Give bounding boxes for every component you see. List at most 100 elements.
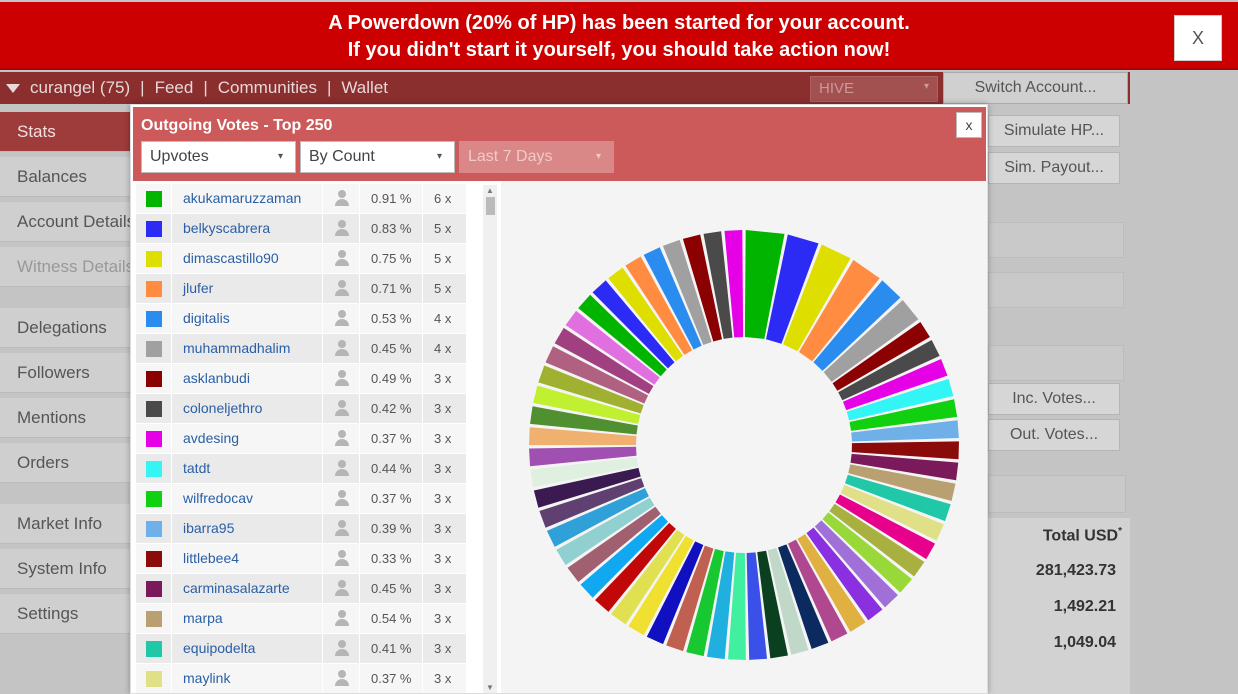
donut-slice[interactable] bbox=[840, 484, 944, 541]
donut-slice[interactable] bbox=[814, 520, 898, 608]
donut-slice[interactable] bbox=[539, 478, 645, 528]
scroll-thumb[interactable] bbox=[486, 197, 495, 215]
voter-link[interactable]: coloneljethro bbox=[183, 400, 263, 416]
donut-slice[interactable] bbox=[592, 280, 675, 369]
donut-slice[interactable] bbox=[703, 231, 733, 339]
donut-slice[interactable] bbox=[567, 506, 661, 583]
donut-slice[interactable] bbox=[533, 385, 641, 424]
user-icon[interactable] bbox=[334, 280, 350, 296]
sidebar-item-followers[interactable]: Followers bbox=[0, 353, 140, 393]
voter-link[interactable]: ibarra95 bbox=[183, 520, 235, 536]
sidebar-item-orders[interactable]: Orders bbox=[0, 443, 140, 483]
donut-slice[interactable] bbox=[682, 234, 722, 342]
voter-link[interactable]: littlebee4 bbox=[183, 550, 240, 566]
voter-link[interactable]: akukamaruzzaman bbox=[183, 190, 302, 206]
donut-slice[interactable] bbox=[744, 230, 785, 339]
donut-slice[interactable] bbox=[823, 299, 919, 382]
donut-slice[interactable] bbox=[533, 467, 641, 508]
donut-slice[interactable] bbox=[538, 365, 644, 414]
user-icon[interactable] bbox=[334, 580, 350, 596]
nav-wallet[interactable]: Wallet bbox=[341, 78, 388, 97]
alert-close-button[interactable]: X bbox=[1174, 15, 1222, 61]
donut-slice[interactable] bbox=[846, 378, 954, 421]
network-select[interactable]: HIVE bbox=[810, 76, 938, 102]
donut-slice[interactable] bbox=[798, 259, 880, 362]
user-icon[interactable] bbox=[334, 190, 350, 206]
donut-slice[interactable] bbox=[611, 529, 685, 625]
sidebar-item-settings[interactable]: Settings bbox=[0, 594, 140, 634]
list-scrollbar[interactable]: ▲ ▼ bbox=[483, 185, 497, 693]
nav-feed[interactable]: Feed bbox=[154, 78, 194, 97]
donut-slice[interactable] bbox=[797, 534, 866, 632]
donut-slice[interactable] bbox=[778, 544, 829, 650]
nav-communities[interactable]: Communities bbox=[217, 78, 317, 97]
donut-slice[interactable] bbox=[838, 339, 940, 401]
voter-link[interactable]: avdesing bbox=[183, 430, 240, 446]
donut-slice[interactable] bbox=[746, 552, 768, 660]
donut-slice[interactable] bbox=[706, 551, 735, 660]
donut-slice[interactable] bbox=[546, 488, 649, 547]
donut-slice[interactable] bbox=[850, 453, 959, 481]
voter-link[interactable]: maylink bbox=[183, 670, 231, 686]
donut-slice[interactable] bbox=[728, 552, 746, 660]
donut-slice[interactable] bbox=[529, 427, 637, 446]
voter-link[interactable]: equipodelta bbox=[183, 640, 256, 656]
user-icon[interactable] bbox=[334, 400, 350, 416]
voter-link[interactable]: dimascastillo90 bbox=[183, 250, 279, 266]
donut-slice[interactable] bbox=[666, 545, 714, 652]
sidebar-item-system-info[interactable]: System Info bbox=[0, 549, 140, 589]
sort-select[interactable]: By Count bbox=[300, 141, 455, 173]
donut-slice[interactable] bbox=[832, 322, 930, 391]
caret-down-icon[interactable] bbox=[6, 83, 20, 93]
donut-slice[interactable] bbox=[787, 539, 848, 642]
user-icon[interactable] bbox=[334, 370, 350, 386]
donut-slice[interactable] bbox=[646, 541, 704, 645]
donut-slice[interactable] bbox=[662, 239, 712, 345]
user-icon[interactable] bbox=[334, 550, 350, 566]
donut-slice[interactable] bbox=[578, 294, 667, 377]
donut-slice[interactable] bbox=[829, 503, 925, 577]
user-icon[interactable] bbox=[334, 220, 350, 236]
sidebar-item-mentions[interactable]: Mentions bbox=[0, 398, 140, 438]
user-icon[interactable] bbox=[334, 520, 350, 536]
donut-slice[interactable] bbox=[849, 399, 958, 431]
donut-slice[interactable] bbox=[813, 280, 901, 371]
user-icon[interactable] bbox=[334, 490, 350, 506]
user-icon[interactable] bbox=[334, 310, 350, 326]
voter-link[interactable]: jlufer bbox=[183, 280, 214, 296]
donut-slice[interactable] bbox=[565, 310, 660, 385]
donut-slice[interactable] bbox=[608, 267, 684, 362]
voter-link[interactable]: carminasalazarte bbox=[183, 580, 290, 596]
voter-link[interactable]: digitalis bbox=[183, 310, 230, 326]
user-icon[interactable] bbox=[334, 670, 350, 686]
sidebar-item-balances[interactable]: Balances bbox=[0, 157, 140, 197]
voter-link[interactable]: wilfredocav bbox=[183, 490, 254, 506]
switch-account-button[interactable]: Switch Account... bbox=[943, 72, 1128, 104]
scroll-down-icon[interactable]: ▼ bbox=[486, 683, 494, 692]
donut-slice[interactable] bbox=[580, 515, 668, 598]
user-icon[interactable] bbox=[334, 250, 350, 266]
sidebar-item-account-details[interactable]: Account Details bbox=[0, 202, 140, 242]
donut-slice[interactable] bbox=[848, 464, 956, 502]
voter-link[interactable]: marpa bbox=[183, 610, 223, 626]
donut-slice[interactable] bbox=[625, 256, 693, 355]
donut-slice[interactable] bbox=[835, 494, 936, 560]
donut-slice[interactable] bbox=[724, 230, 744, 338]
simulate-hp-button[interactable]: Simulate HP... bbox=[988, 115, 1120, 147]
donut-slice[interactable] bbox=[529, 446, 637, 467]
donut-slice[interactable] bbox=[851, 420, 959, 442]
donut-slice[interactable] bbox=[643, 247, 702, 350]
sidebar-item-delegations[interactable]: Delegations bbox=[0, 308, 140, 348]
donut-slice[interactable] bbox=[806, 527, 883, 621]
dialog-close-button[interactable]: x bbox=[956, 112, 982, 138]
sim-payout-button[interactable]: Sim. Payout... bbox=[988, 152, 1120, 184]
donut-slice[interactable] bbox=[530, 457, 639, 488]
donut-slice[interactable] bbox=[556, 497, 655, 566]
donut-slice[interactable] bbox=[530, 406, 638, 435]
user-icon[interactable] bbox=[334, 430, 350, 446]
donut-slice[interactable] bbox=[686, 549, 724, 657]
donut-slice[interactable] bbox=[628, 536, 694, 636]
user-icon[interactable] bbox=[334, 640, 350, 656]
donut-slice[interactable] bbox=[545, 346, 649, 404]
donut-slice[interactable] bbox=[783, 244, 851, 352]
